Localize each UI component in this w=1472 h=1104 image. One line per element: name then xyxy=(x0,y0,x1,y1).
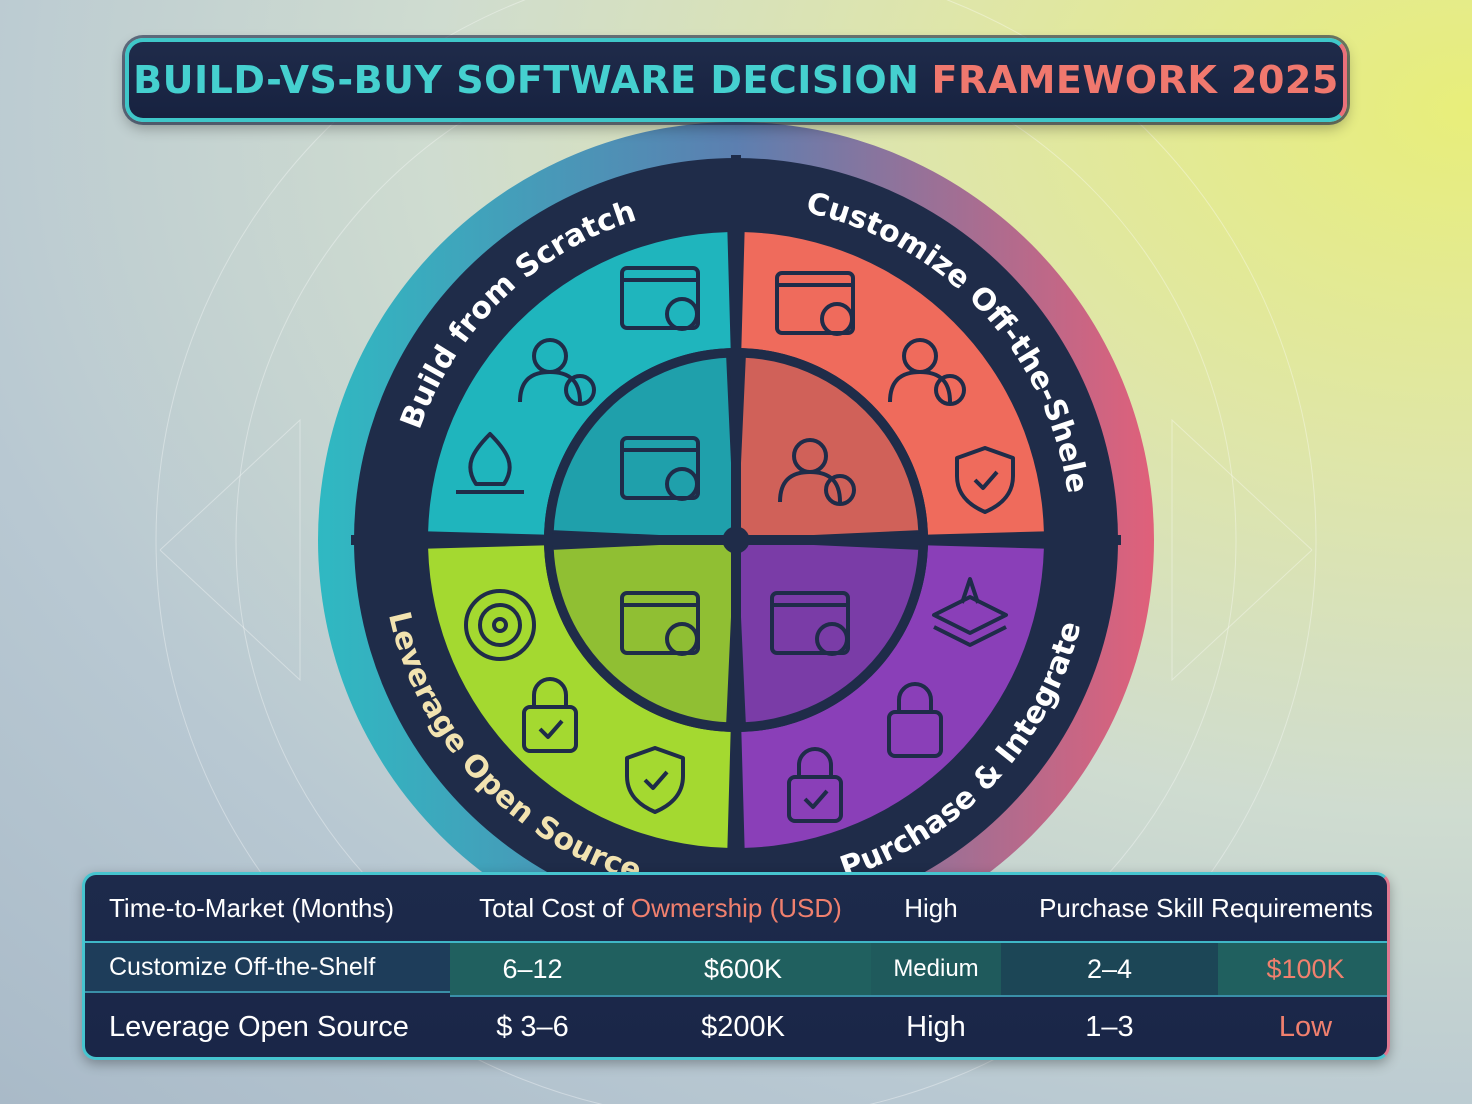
row-label: Leverage Open Source xyxy=(109,1010,409,1043)
lock-check-icon xyxy=(787,747,843,823)
analytics-dashboard-icon xyxy=(775,271,855,336)
workflow-icon xyxy=(620,436,700,501)
header-skill-requirements: Purchase Skill Requirements xyxy=(1039,892,1373,923)
browser-window-icon xyxy=(770,591,850,656)
header-total-cost-text: Total Cost of xyxy=(479,892,631,923)
quadrant-build-outer xyxy=(428,232,731,535)
table-cell: $ 3–6 xyxy=(496,1010,569,1043)
shield-check-icon xyxy=(625,746,685,814)
lock-icon xyxy=(887,682,943,758)
table-cell: High xyxy=(906,1010,966,1043)
table-cell: Low xyxy=(1278,1010,1333,1043)
header-ownership-text: Owmership (USD) xyxy=(630,892,842,923)
layers-icon xyxy=(932,577,1008,647)
lock-check-icon xyxy=(522,677,578,753)
quadrant-dividers xyxy=(351,155,1121,925)
quadrant-leverage-inner xyxy=(550,538,738,726)
map-laptop-icon xyxy=(620,591,700,656)
table-cell: $100K xyxy=(1218,941,1387,997)
comparison-table: Time-to-Market (Months) Total Cost of Ow… xyxy=(82,872,1390,1060)
title-part1: BUILD-VS-BUY SOFTWARE DECISION xyxy=(133,58,920,102)
settings-person-icon xyxy=(778,438,856,506)
title-part2: FRAMEWORK 2025 xyxy=(931,58,1339,102)
table-cell: 1–3 xyxy=(1085,1010,1134,1043)
table-cell: $200K xyxy=(701,1010,785,1043)
header-total-cost: Total Cost of Owmership (USD) xyxy=(450,875,871,941)
table-cell: Medium xyxy=(871,941,1001,997)
calendar-check-icon xyxy=(620,266,700,331)
quadrant-purchase-inner xyxy=(734,538,922,726)
header-high: High xyxy=(904,892,958,923)
quadrant-build-inner xyxy=(550,354,738,542)
header-time-to-market: Time-to-Market (Months) xyxy=(109,892,395,923)
title-banner: BUILD-VS-BUY SOFTWARE DECISION FRAMEWORK… xyxy=(125,38,1347,122)
shield-briefcase-icon xyxy=(955,446,1015,514)
row-label: Customize Off-the-Shelf xyxy=(85,941,450,993)
table-cell: $600K xyxy=(615,941,871,997)
flame-icon xyxy=(456,432,524,494)
target-icon xyxy=(464,589,536,661)
table-cell: 6–12 xyxy=(450,941,615,997)
quadrant-purchase-outer xyxy=(741,545,1044,848)
team-icon xyxy=(888,338,966,406)
developer-icon xyxy=(518,338,596,406)
table-cell: 2–4 xyxy=(1001,941,1218,997)
